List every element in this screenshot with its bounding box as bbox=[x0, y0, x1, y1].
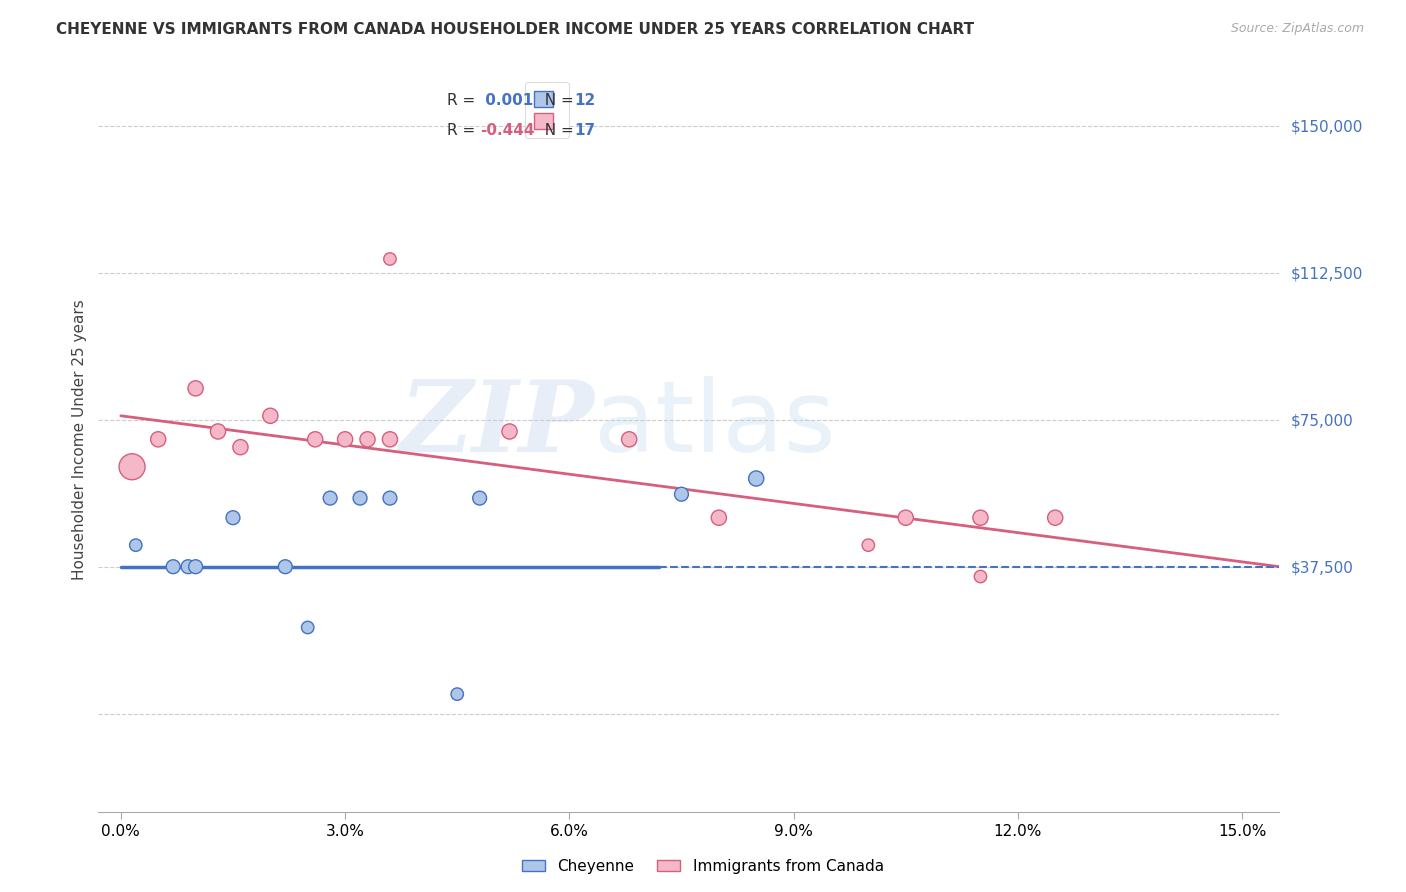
Point bbox=[969, 569, 991, 583]
Point bbox=[671, 487, 693, 501]
Point bbox=[274, 559, 297, 574]
Point bbox=[349, 491, 371, 505]
Point bbox=[969, 510, 991, 524]
Text: CHEYENNE VS IMMIGRANTS FROM CANADA HOUSEHOLDER INCOME UNDER 25 YEARS CORRELATION: CHEYENNE VS IMMIGRANTS FROM CANADA HOUSE… bbox=[56, 22, 974, 37]
Point bbox=[184, 381, 207, 395]
Text: Source: ZipAtlas.com: Source: ZipAtlas.com bbox=[1230, 22, 1364, 36]
Legend: , : , bbox=[524, 82, 569, 138]
Point bbox=[222, 510, 245, 524]
Text: N =: N = bbox=[536, 123, 579, 137]
Point bbox=[333, 433, 356, 447]
Point bbox=[177, 559, 200, 574]
Point bbox=[319, 491, 342, 505]
Text: -0.444: -0.444 bbox=[479, 123, 534, 137]
Point bbox=[162, 559, 184, 574]
Point bbox=[745, 471, 768, 485]
Point bbox=[617, 433, 640, 447]
Y-axis label: Householder Income Under 25 years: Householder Income Under 25 years bbox=[72, 299, 87, 580]
Text: 0.001: 0.001 bbox=[479, 93, 533, 108]
Point bbox=[297, 620, 319, 634]
Point bbox=[125, 538, 148, 552]
Point bbox=[446, 687, 468, 701]
Text: R =: R = bbox=[447, 93, 479, 108]
Text: atlas: atlas bbox=[595, 376, 837, 473]
Point bbox=[378, 433, 401, 447]
Point bbox=[121, 459, 143, 474]
Point bbox=[707, 510, 730, 524]
Text: 17: 17 bbox=[575, 123, 596, 137]
Text: 12: 12 bbox=[575, 93, 596, 108]
Legend: Cheyenne, Immigrants from Canada: Cheyenne, Immigrants from Canada bbox=[516, 853, 890, 880]
Point bbox=[894, 510, 917, 524]
Point bbox=[1045, 510, 1067, 524]
Point bbox=[229, 440, 252, 454]
Point bbox=[356, 433, 378, 447]
Point bbox=[378, 491, 401, 505]
Point bbox=[498, 425, 520, 439]
Point bbox=[468, 491, 491, 505]
Text: N =: N = bbox=[536, 93, 579, 108]
Point bbox=[378, 252, 401, 266]
Text: ZIP: ZIP bbox=[399, 376, 595, 473]
Point bbox=[184, 559, 207, 574]
Point bbox=[304, 433, 326, 447]
Point bbox=[148, 433, 170, 447]
Point bbox=[858, 538, 880, 552]
Point bbox=[207, 425, 229, 439]
Point bbox=[259, 409, 281, 423]
Text: R =: R = bbox=[447, 123, 479, 137]
